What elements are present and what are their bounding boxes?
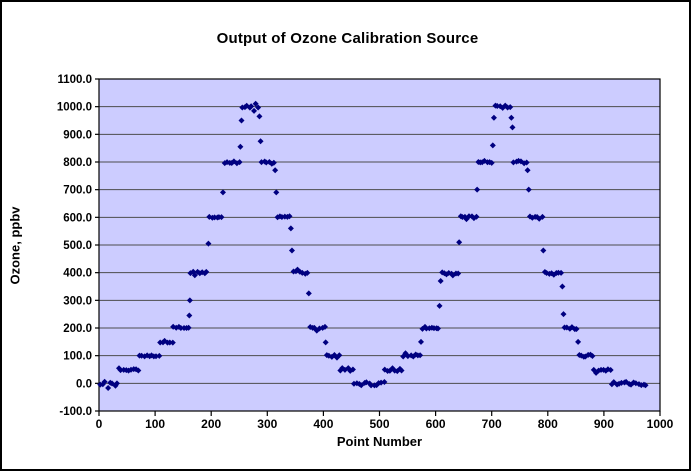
chart-title: Output of Ozone Calibration Source — [216, 30, 479, 47]
x-tick-label: 300 — [257, 417, 277, 431]
data-point — [272, 167, 279, 174]
data-point — [539, 213, 546, 220]
data-point — [490, 114, 497, 121]
data-point — [507, 104, 514, 111]
x-tick-label: 1000 — [647, 417, 674, 431]
data-point — [381, 378, 388, 385]
data-point — [252, 100, 259, 107]
data-point — [523, 159, 530, 166]
y-tick-label: 600.0 — [63, 212, 92, 224]
data-point — [473, 213, 480, 220]
data-point — [540, 247, 547, 254]
data-point — [456, 239, 463, 246]
y-tick-label: 700.0 — [63, 185, 92, 197]
data-point — [248, 103, 255, 110]
x-tick-label: 400 — [313, 417, 333, 431]
data-point — [251, 107, 258, 114]
data-point — [257, 138, 264, 145]
y-tick-label: 0.0 — [76, 378, 92, 390]
data-point — [455, 270, 462, 277]
data-point — [508, 114, 515, 121]
data-point — [575, 338, 582, 345]
data-point — [186, 312, 193, 319]
data-point — [219, 189, 226, 196]
data-point — [642, 382, 649, 389]
data-point — [509, 124, 516, 131]
data-point — [418, 338, 425, 345]
data-point — [524, 167, 531, 174]
y-tick-label: 300.0 — [63, 295, 92, 307]
data-point — [287, 225, 294, 232]
x-tick-label: 700 — [482, 417, 502, 431]
data-point — [105, 384, 112, 391]
data-point — [558, 269, 565, 276]
data-point — [236, 159, 243, 166]
data-point — [101, 378, 108, 385]
data-point — [113, 380, 120, 387]
y-tick-label: 100.0 — [63, 351, 92, 363]
y-tick-label: 400.0 — [63, 268, 92, 280]
x-tick-label: 600 — [426, 417, 446, 431]
x-tick-label: 0 — [96, 417, 103, 431]
data-point — [273, 189, 280, 196]
data-point — [589, 353, 596, 360]
y-tick-label: 1100.0 — [57, 74, 92, 86]
data-point — [559, 283, 566, 290]
data-point — [218, 214, 225, 221]
x-tick-label: 100 — [145, 417, 165, 431]
data-point — [186, 297, 193, 304]
data-point — [305, 290, 312, 297]
x-tick-label: 500 — [369, 417, 389, 431]
data-point — [560, 311, 567, 318]
data-point — [321, 323, 328, 330]
y-tick-label: 1000.0 — [57, 102, 92, 114]
data-point — [488, 159, 495, 166]
data-point — [474, 186, 481, 193]
data-point — [368, 382, 375, 389]
data-point — [398, 367, 405, 374]
x-tick-label: 200 — [201, 417, 221, 431]
data-point — [177, 325, 184, 332]
data-point — [185, 324, 192, 331]
data-point — [434, 325, 441, 332]
data-point — [255, 104, 262, 111]
data-point — [286, 213, 293, 220]
data-point — [417, 352, 424, 359]
data-point — [191, 272, 198, 279]
data-point — [336, 352, 343, 359]
data-point — [237, 143, 244, 150]
data-point — [270, 159, 277, 166]
data-point — [437, 277, 444, 284]
y-tick-label: 500.0 — [63, 240, 92, 252]
data-point — [203, 268, 210, 275]
data-point — [156, 352, 163, 359]
data-point — [436, 302, 443, 309]
data-point — [573, 325, 580, 332]
y-tick-label: 800.0 — [63, 157, 92, 169]
data-point — [349, 366, 356, 373]
data-point — [525, 186, 532, 193]
data-point — [288, 247, 295, 254]
x-axis-title: Point Number — [336, 434, 423, 449]
data-point — [256, 113, 263, 120]
data-point — [489, 142, 496, 149]
data-point — [304, 269, 311, 276]
y-tick-label: 900.0 — [63, 129, 92, 141]
data-point — [322, 339, 329, 346]
data-point — [169, 339, 176, 346]
data-point — [238, 117, 245, 124]
data-point — [205, 240, 212, 247]
data-point — [135, 367, 142, 374]
y-tick-label: -100.0 — [59, 406, 92, 418]
x-tick-label: 900 — [594, 417, 614, 431]
data-point — [607, 366, 614, 373]
x-tick-label: 800 — [538, 417, 558, 431]
y-tick-label: 200.0 — [63, 323, 92, 335]
